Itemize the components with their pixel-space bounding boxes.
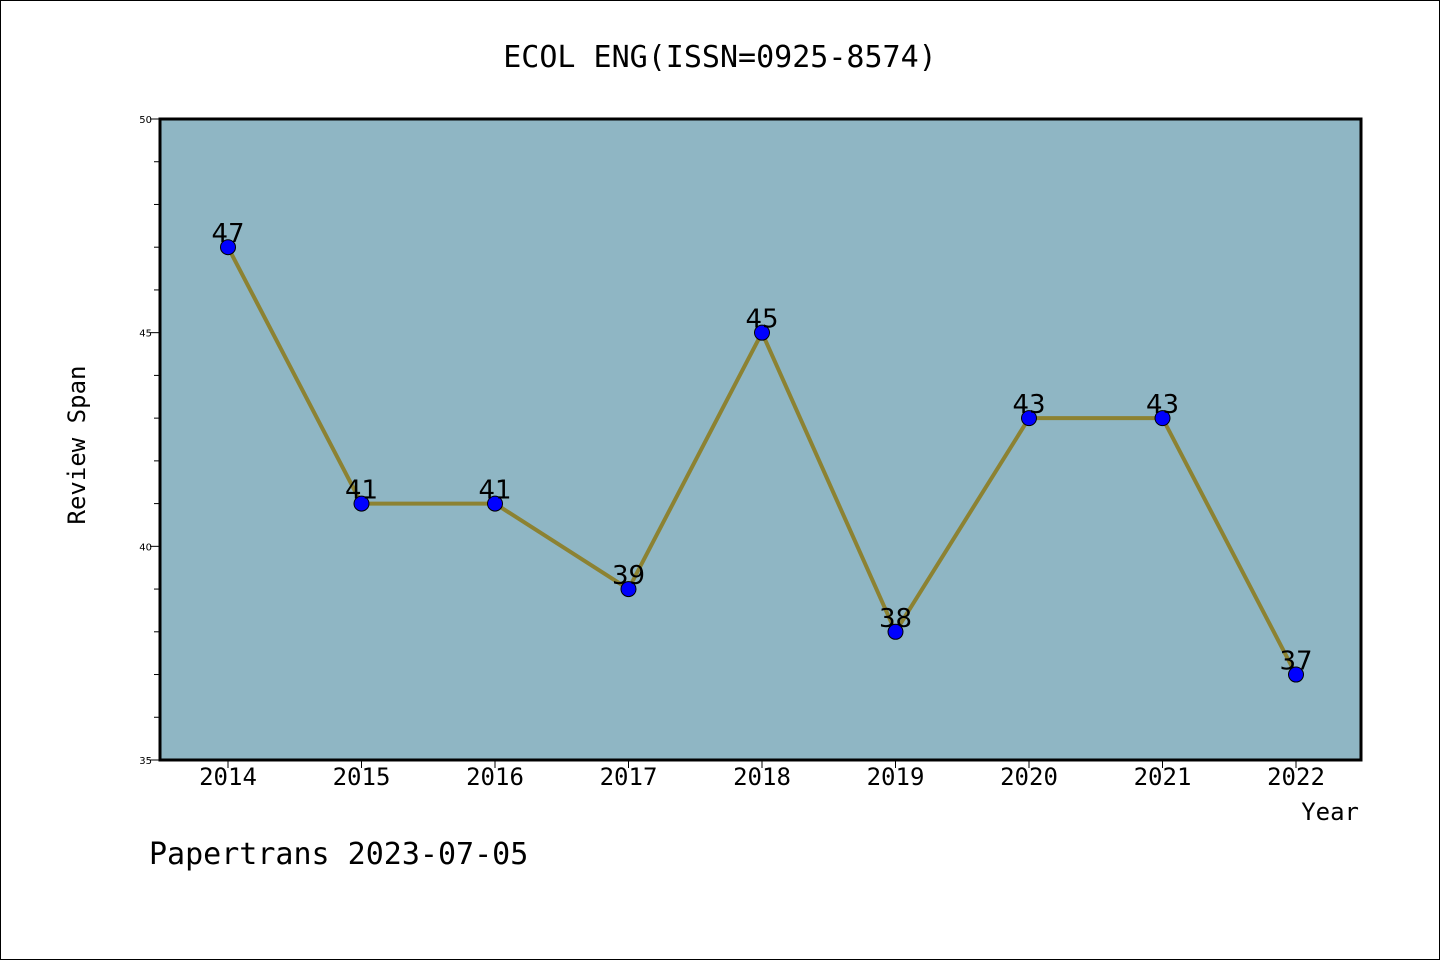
data-label: 43 — [1146, 390, 1179, 420]
y-tick-label: 35 — [139, 756, 152, 767]
plot-frame — [158, 117, 1363, 762]
data-label: 39 — [612, 561, 645, 591]
y-tick-label: 40 — [139, 542, 152, 553]
data-label: 41 — [478, 476, 511, 506]
data-markers — [220, 239, 1304, 683]
x-tick-label: 2022 — [1267, 763, 1325, 791]
x-tick-label: 2018 — [733, 763, 791, 791]
chart-title: ECOL ENG(ISSN=0925-8574) — [503, 40, 936, 75]
data-label: 41 — [345, 476, 378, 506]
data-point — [620, 581, 637, 598]
y-axis: 35 40 45 50 — [139, 115, 160, 767]
y-tick-label: 50 — [139, 115, 152, 126]
data-label: 45 — [745, 305, 778, 335]
y-tick-label: 45 — [139, 329, 152, 340]
x-tick-label: 2017 — [600, 763, 658, 791]
x-axis-label: Year — [1301, 798, 1359, 826]
x-tick-label: 2016 — [466, 763, 524, 791]
data-label: 37 — [1279, 647, 1312, 677]
x-tick-label: 2019 — [867, 763, 925, 791]
data-point — [353, 495, 370, 512]
x-axis: 2014 2015 2016 2017 2018 2019 2020 2021 2022 — [199, 760, 1325, 791]
data-point — [887, 623, 904, 640]
data-labels: 47 41 41 39 45 38 43 43 37 — [211, 219, 1312, 676]
data-label: 47 — [211, 219, 244, 249]
data-label: 43 — [1012, 390, 1045, 420]
data-point — [1021, 410, 1037, 427]
data-label: 38 — [879, 604, 912, 634]
data-point — [487, 495, 503, 512]
x-tick-label: 2021 — [1134, 763, 1192, 791]
data-point — [1154, 410, 1171, 427]
data-point — [220, 239, 236, 256]
footer-watermark: Papertrans 2023-07-05 — [149, 837, 528, 872]
x-tick-label: 2020 — [1000, 763, 1058, 791]
data-point — [754, 324, 770, 341]
data-point — [1288, 666, 1304, 683]
y-axis-label: Review Span — [63, 366, 91, 525]
x-tick-label: 2015 — [333, 763, 391, 791]
plot-area — [160, 119, 1361, 760]
x-tick-label: 2014 — [199, 763, 257, 791]
